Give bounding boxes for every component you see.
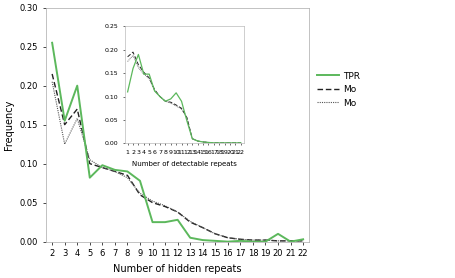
Mo [262, 239, 268, 242]
Mo [200, 226, 205, 229]
Mo [99, 166, 105, 169]
TPR [124, 170, 130, 173]
Mo [212, 232, 217, 235]
Mo [300, 239, 305, 242]
Mo [300, 239, 305, 242]
Mo [150, 201, 155, 204]
TPR [112, 168, 117, 172]
Mo [124, 174, 130, 177]
TPR [87, 176, 92, 179]
Mo [150, 199, 155, 203]
Mo [225, 236, 230, 239]
TPR [99, 163, 105, 167]
Mo [87, 158, 92, 162]
TPR [74, 84, 80, 87]
Mo [250, 239, 255, 242]
TPR [187, 236, 192, 239]
TPR [262, 240, 268, 243]
Line: Mo: Mo [52, 82, 303, 241]
Mo [187, 220, 192, 223]
Mo [112, 170, 117, 173]
Mo [275, 239, 280, 242]
Mo [74, 107, 80, 111]
Mo [49, 80, 55, 83]
Mo [62, 123, 67, 126]
Line: TPR: TPR [52, 43, 303, 242]
TPR [137, 179, 142, 182]
TPR [300, 238, 305, 241]
Mo [175, 210, 180, 214]
Mo [175, 210, 180, 214]
Mo [225, 236, 230, 239]
Mo [112, 170, 117, 173]
Legend: TPR, Mo, Mo: TPR, Mo, Mo [316, 71, 359, 108]
Mo [49, 72, 55, 76]
TPR [162, 220, 167, 224]
Mo [124, 176, 130, 179]
Mo [237, 238, 243, 241]
Mo [62, 143, 67, 146]
TPR [275, 232, 280, 235]
TPR [250, 240, 255, 243]
TPR [287, 240, 293, 243]
X-axis label: Number of detectable repeats: Number of detectable repeats [131, 161, 236, 167]
TPR [225, 240, 230, 243]
Mo [262, 239, 268, 242]
Mo [187, 220, 192, 224]
TPR [150, 220, 155, 224]
Mo [162, 205, 167, 208]
Line: Mo: Mo [52, 74, 303, 241]
Mo [200, 226, 205, 229]
Mo [137, 192, 142, 195]
Mo [162, 204, 167, 207]
TPR [175, 218, 180, 222]
Mo [275, 239, 280, 242]
TPR [212, 239, 217, 242]
Mo [137, 193, 142, 197]
TPR [49, 41, 55, 44]
TPR [237, 239, 243, 242]
Mo [74, 117, 80, 120]
Mo [212, 232, 217, 235]
Mo [99, 166, 105, 169]
Mo [287, 239, 293, 242]
X-axis label: Number of hidden repeats: Number of hidden repeats [113, 264, 241, 274]
Mo [237, 238, 243, 241]
TPR [200, 239, 205, 242]
Y-axis label: Frequency: Frequency [4, 100, 14, 150]
Mo [287, 239, 293, 242]
TPR [62, 119, 67, 122]
Mo [250, 239, 255, 242]
Mo [87, 162, 92, 165]
